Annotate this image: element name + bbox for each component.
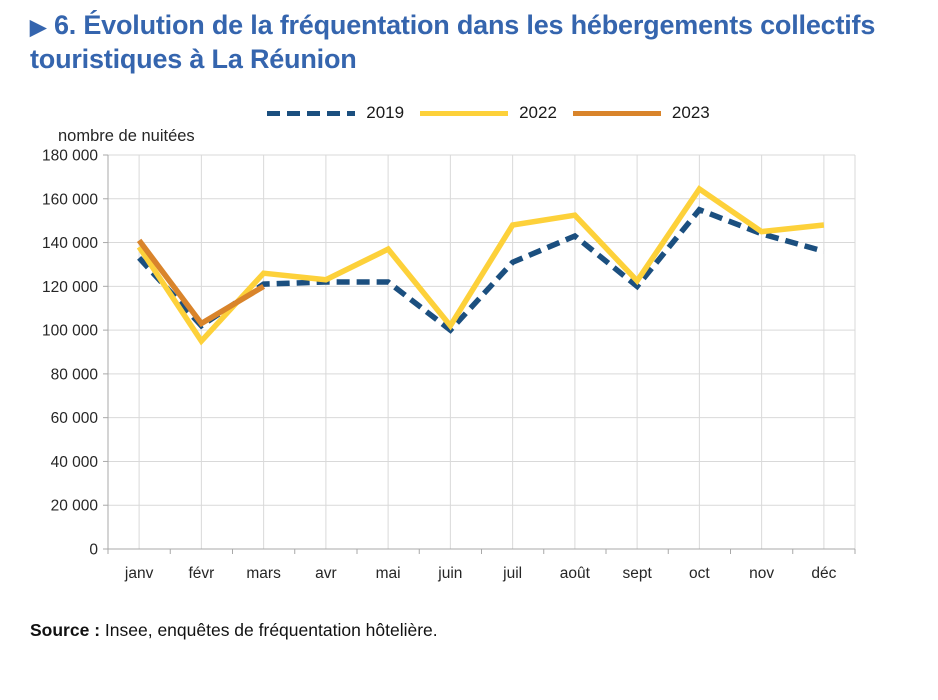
- legend-line-solid-orange-icon: [572, 110, 661, 116]
- figure-title: ▶ 6. Évolution de la fréquentation dans l…: [30, 8, 924, 77]
- svg-text:avr: avr: [315, 565, 337, 582]
- chart-legend: 2019 2022 2023: [0, 103, 938, 123]
- svg-text:oct: oct: [689, 565, 710, 582]
- legend-item-2023: 2023: [572, 103, 710, 123]
- svg-text:20 000: 20 000: [51, 498, 99, 515]
- legend-label-2023: 2023: [671, 103, 710, 122]
- svg-text:févr: févr: [188, 565, 214, 582]
- x-axis-labels: janv févr mars avr mai juin juil août sept oct nov…: [124, 565, 837, 582]
- svg-text:mai: mai: [376, 565, 401, 582]
- series-line-2022: [136, 185, 825, 346]
- svg-text:160 000: 160 000: [42, 191, 98, 208]
- svg-text:sept: sept: [622, 565, 652, 582]
- svg-text:60 000: 60 000: [51, 410, 99, 427]
- svg-text:juin: juin: [437, 565, 462, 582]
- title-arrow-icon: ▶: [30, 16, 46, 39]
- svg-text:nov: nov: [749, 565, 774, 582]
- svg-text:août: août: [560, 565, 591, 582]
- legend-line-dashed-icon: [267, 110, 356, 116]
- svg-text:80 000: 80 000: [51, 366, 99, 383]
- y-axis-labels: 0 20 000 40 000 60 000 80 000 100 000 120 000 1…: [42, 148, 98, 559]
- legend-item-2022: 2022: [420, 103, 557, 123]
- series-line-2019: [137, 206, 825, 334]
- legend-label-2022: 2022: [519, 103, 557, 122]
- svg-text:mars: mars: [246, 565, 281, 582]
- svg-text:déc: déc: [811, 565, 836, 582]
- svg-text:140 000: 140 000: [42, 235, 98, 252]
- y-axis-title: nombre de nuitées: [58, 127, 195, 145]
- legend-line-solid-yellow-icon: [420, 110, 509, 116]
- svg-text:100 000: 100 000: [42, 323, 98, 340]
- chart-canvas: 0 20 000 40 000 60 000 80 000 100 000 120 000 1…: [42, 127, 856, 582]
- svg-text:120 000: 120 000: [42, 279, 98, 296]
- chart-axes: [103, 154, 856, 554]
- svg-text:180 000: 180 000: [42, 148, 98, 165]
- legend-item-2019: 2019: [267, 103, 404, 123]
- svg-text:juil: juil: [502, 565, 522, 582]
- svg-text:40 000: 40 000: [51, 454, 99, 471]
- source-text: Insee, enquêtes de fréquentation hôteliè…: [104, 620, 438, 640]
- svg-text:0: 0: [89, 542, 98, 559]
- source-label: Source :: [30, 620, 101, 640]
- chart-gridlines: [108, 154, 856, 549]
- svg-text:janv: janv: [124, 565, 154, 582]
- legend-label-2019: 2019: [366, 103, 405, 122]
- series-line-2023: [136, 238, 266, 328]
- figure-title-text: 6. Évolution de la fréquentation dans le…: [30, 10, 876, 75]
- source-note: Source : Insee, enquêtes de fréquentatio…: [30, 620, 438, 641]
